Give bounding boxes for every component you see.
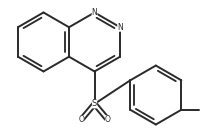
Text: N: N xyxy=(92,8,97,17)
Text: N: N xyxy=(117,23,123,32)
Text: O: O xyxy=(105,115,111,124)
Text: S: S xyxy=(92,99,97,108)
Text: O: O xyxy=(78,115,84,124)
